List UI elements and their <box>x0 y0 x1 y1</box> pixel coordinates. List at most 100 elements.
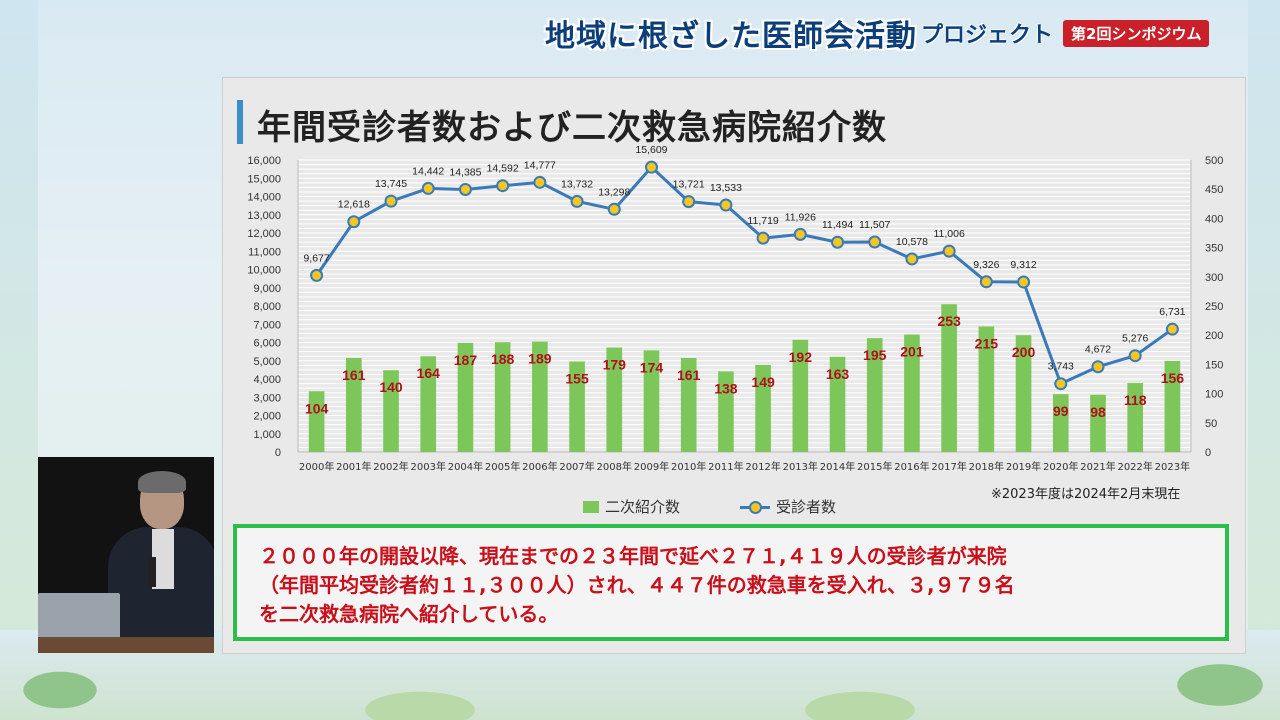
bar-referrals <box>978 326 995 452</box>
x-tick-label: 2005年 <box>485 460 520 473</box>
x-tick-label: 2012年 <box>745 460 780 473</box>
bar-value-label: 187 <box>454 352 478 368</box>
bar-value-label: 149 <box>751 374 775 390</box>
y-left-tick-label: 9,000 <box>253 283 281 295</box>
y-right-tick-label: 500 <box>1205 155 1223 167</box>
bar-referrals <box>1127 383 1144 452</box>
y-left-tick-label: 0 <box>275 447 281 459</box>
bar-referrals <box>792 339 809 452</box>
x-tick-label: 2023年 <box>1155 460 1190 473</box>
legend-item-referrals: 二次紹介数 <box>583 496 680 517</box>
patients-point <box>421 181 435 195</box>
patients-point <box>496 179 510 193</box>
summary-box: ２０００年の開設以降、現在までの２３年間で延べ２７１,４１９人の受診者が来院 （… <box>233 524 1229 641</box>
x-tick-label: 2004年 <box>448 460 483 473</box>
patients-point <box>979 275 993 289</box>
patients-point <box>831 235 845 249</box>
y-left-tick-label: 11,000 <box>248 246 281 258</box>
bar-value-label: 161 <box>677 367 701 383</box>
x-tick-label: 2021年 <box>1080 460 1115 473</box>
y-right-tick-label: 150 <box>1205 359 1223 371</box>
summary-line-2: （年間平均受診者約１１,３００人）され、４４７件の救急車を受入れ、３,９７９名 <box>259 573 1015 597</box>
speaker-hair <box>138 471 186 493</box>
bar-value-label: 188 <box>491 351 515 367</box>
y-left-tick-label: 14,000 <box>247 192 281 204</box>
bar-referrals <box>345 357 362 452</box>
patients-point <box>1165 322 1179 336</box>
x-tick-label: 2020年 <box>1043 460 1078 473</box>
patients-point <box>1017 275 1031 289</box>
patients-value-label: 10,578 <box>896 236 928 248</box>
bar-referrals <box>718 371 734 452</box>
summary-line-3: を二次救急病院へ紹介している。 <box>259 602 559 626</box>
y-right-tick-label: 100 <box>1205 389 1223 401</box>
y-right-tick-label: 400 <box>1205 213 1223 225</box>
bar-referrals <box>383 370 399 452</box>
patients-point <box>719 198 733 212</box>
patients-point <box>607 202 621 216</box>
bar-value-label: 138 <box>714 380 738 396</box>
patients-point <box>682 195 696 209</box>
patients-point <box>310 268 324 282</box>
patients-point <box>644 160 658 174</box>
x-tick-label: 2002年 <box>373 460 408 473</box>
bar-referrals <box>1164 360 1181 452</box>
y-right-tick-label: 50 <box>1205 418 1217 430</box>
patients-point <box>868 235 882 249</box>
bar-value-label: 201 <box>900 344 924 360</box>
patients-value-label: 11,006 <box>933 228 964 240</box>
chart-svg: 0 1,000 2,000 3,000 4,000 5,000 6,000 7,000 8,00… <box>247 144 1223 473</box>
speaker-video <box>38 457 214 653</box>
patients-value-label: 11,719 <box>747 215 778 227</box>
bar-value-label: 195 <box>863 347 887 363</box>
patients-value-label: 13,533 <box>710 182 742 194</box>
symposium-badge: 第2回シンポジウム <box>1063 19 1210 47</box>
y-right-tick-label: 450 <box>1205 184 1223 196</box>
bar-referrals <box>1052 394 1069 452</box>
x-tick-label: 2008年 <box>597 460 632 473</box>
bar-value-label: 179 <box>603 356 627 372</box>
y-left-tick-label: 3,000 <box>253 392 281 404</box>
bar-referrals <box>308 391 325 452</box>
bar-value-label: 200 <box>1012 344 1036 360</box>
bar-referrals <box>1015 335 1032 452</box>
bar-referrals <box>866 338 883 452</box>
bar-value-label: 189 <box>528 351 552 367</box>
x-tick-label: 2003年 <box>411 460 446 473</box>
patients-value-label: 5,276 <box>1122 333 1148 345</box>
x-tick-label: 2018年 <box>969 460 1004 473</box>
chart-legend: 二次紹介数 受診者数 <box>583 496 836 517</box>
summary-line-1: ２０００年の開設以降、現在までの２３年間で延べ２７１,４１９人の受診者が来院 <box>259 544 1007 568</box>
chart-footnote: ※2023年度は2024年2月末現在 <box>991 487 1181 502</box>
x-tick-label: 2015年 <box>857 460 892 473</box>
x-tick-label: 2017年 <box>931 460 966 473</box>
bar-value-label: 192 <box>789 349 813 365</box>
bar-value-label: 253 <box>937 313 961 329</box>
speaker-shirt <box>152 529 174 589</box>
patients-value-label: 11,926 <box>785 211 816 223</box>
patients-value-label: 12,618 <box>338 199 370 211</box>
slide-title: 年間受診者数および二次救急病院紹介数 <box>257 108 887 148</box>
bar-value-label: 164 <box>417 365 441 381</box>
patients-value-label: 13,721 <box>673 179 705 191</box>
header-banner: 地域に根ざした医師会活動 プロジェクト 第2回シンポジウム <box>545 10 1210 56</box>
patients-point <box>942 244 956 258</box>
bar-value-label: 104 <box>305 400 329 416</box>
x-tick-label: 2001年 <box>336 460 371 473</box>
y-left-tick-label: 8,000 <box>253 301 281 313</box>
bar-referrals <box>420 356 437 452</box>
patients-value-label: 9,326 <box>973 259 999 271</box>
patients-value-label: 6,731 <box>1159 306 1185 318</box>
patients-point <box>756 231 770 245</box>
y-left-tick-label: 4,000 <box>253 374 281 386</box>
patients-point <box>347 215 361 229</box>
bar-referrals <box>569 361 585 452</box>
patients-point <box>384 194 398 208</box>
bar-value-label: 140 <box>379 379 403 395</box>
bar-value-label: 161 <box>342 367 366 383</box>
x-tick-label: 2016年 <box>894 460 929 473</box>
bar-referrals <box>829 356 846 452</box>
patients-point <box>570 194 584 208</box>
x-tick-label: 2022年 <box>1117 460 1152 473</box>
patients-value-label: 3,743 <box>1048 361 1074 373</box>
